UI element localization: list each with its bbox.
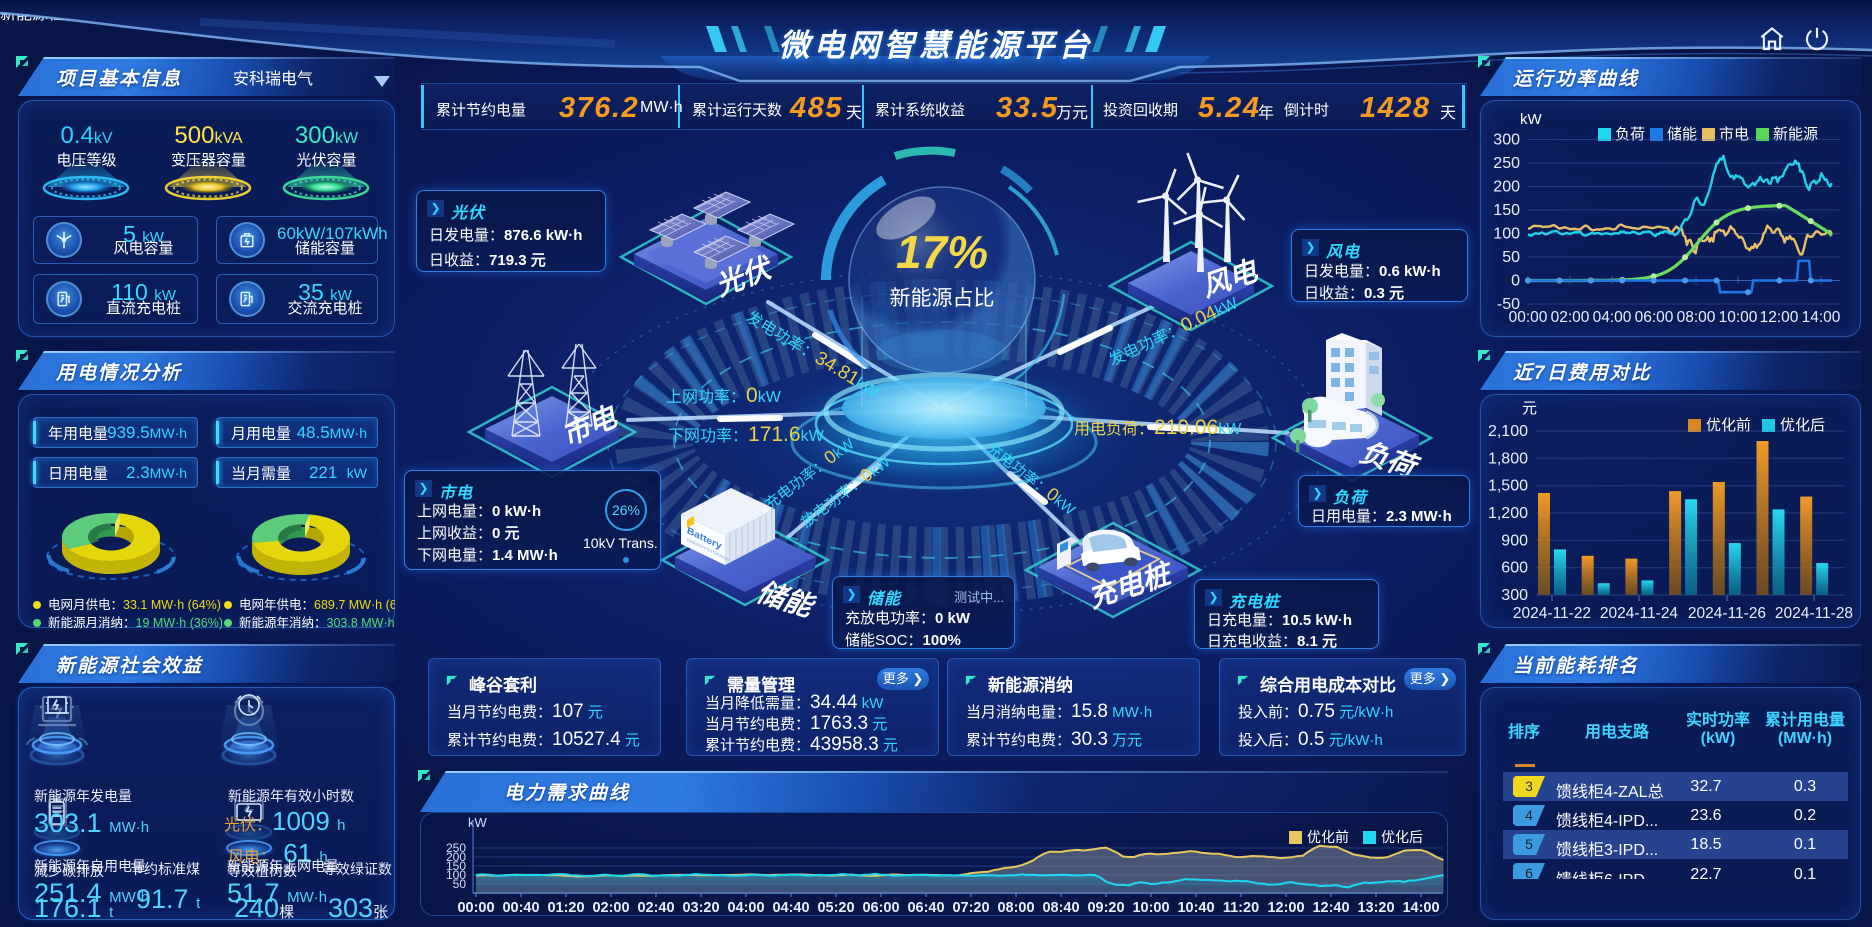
svg-text:06:00: 06:00: [862, 900, 899, 916]
svg-text:04:00: 04:00: [727, 900, 764, 916]
svg-text:02:00: 02:00: [1551, 309, 1590, 326]
svg-text:00:40: 00:40: [502, 900, 539, 916]
svg-text:05:20: 05:20: [817, 900, 854, 916]
svg-text:kW: kW: [468, 815, 488, 830]
svg-text:300: 300: [1493, 132, 1520, 149]
svg-text:优化前: 优化前: [1307, 829, 1349, 845]
svg-text:04:00: 04:00: [1593, 309, 1632, 326]
svg-text:1,800: 1,800: [1488, 450, 1528, 467]
svg-text:12:00: 12:00: [1760, 309, 1799, 326]
svg-text:2,100: 2,100: [1488, 423, 1528, 440]
svg-text:02:00: 02:00: [592, 900, 629, 916]
svg-text:10:40: 10:40: [1177, 900, 1214, 916]
svg-text:kW: kW: [1520, 111, 1543, 128]
svg-text:02:40: 02:40: [637, 900, 674, 916]
svg-text:优化前: 优化前: [1706, 417, 1751, 434]
svg-text:用电负荷：210.06kW: 用电负荷：210.06kW: [1074, 416, 1242, 439]
svg-text:11:20: 11:20: [1223, 900, 1259, 916]
svg-text:150: 150: [1493, 202, 1520, 219]
svg-text:600: 600: [1501, 560, 1528, 577]
svg-text:10:00: 10:00: [1719, 309, 1758, 326]
svg-text:200: 200: [1493, 179, 1520, 196]
svg-text:储能: 储能: [1667, 126, 1697, 143]
svg-text:06:40: 06:40: [907, 900, 944, 916]
svg-text:负荷: 负荷: [1615, 126, 1645, 143]
svg-text:元: 元: [1522, 400, 1537, 417]
svg-text:06:00: 06:00: [1635, 309, 1674, 326]
svg-text:2024-11-24: 2024-11-24: [1600, 605, 1679, 622]
svg-text:1,200: 1,200: [1488, 505, 1528, 522]
svg-text:0: 0: [1511, 273, 1520, 290]
svg-text:-50: -50: [1497, 296, 1520, 313]
svg-text:12:40: 12:40: [1312, 900, 1349, 916]
svg-text:10:00: 10:00: [1132, 900, 1169, 916]
svg-text:50: 50: [1502, 249, 1520, 266]
svg-text:250: 250: [1493, 155, 1520, 172]
svg-text:2024-11-22: 2024-11-22: [1513, 605, 1591, 622]
svg-text:03:20: 03:20: [682, 900, 719, 916]
svg-text:50: 50: [453, 877, 467, 891]
svg-text:下网功率：171.6kW: 下网功率：171.6kW: [668, 423, 825, 446]
svg-text:17%: 17%: [896, 226, 988, 278]
svg-text:00:00: 00:00: [457, 900, 494, 916]
svg-text:1,500: 1,500: [1488, 478, 1528, 495]
svg-text:13:20: 13:20: [1357, 900, 1394, 916]
svg-text:150: 150: [446, 859, 466, 873]
svg-text:07:20: 07:20: [952, 900, 989, 916]
svg-text:08:40: 08:40: [1042, 900, 1079, 916]
svg-text:300: 300: [1501, 587, 1528, 604]
svg-text:250: 250: [446, 841, 466, 855]
svg-text:100: 100: [1493, 226, 1520, 243]
svg-text:04:40: 04:40: [772, 900, 809, 916]
svg-text:上网功率：0kW: 上网功率：0kW: [666, 384, 782, 407]
svg-text:2024-11-26: 2024-11-26: [1688, 605, 1766, 622]
svg-text:00:00: 00:00: [1509, 309, 1548, 326]
svg-text:09:20: 09:20: [1087, 900, 1124, 916]
svg-text:900: 900: [1501, 532, 1528, 549]
svg-text:优化后: 优化后: [1381, 829, 1423, 845]
svg-text:08:00: 08:00: [1677, 309, 1716, 326]
svg-text:100: 100: [446, 868, 466, 882]
svg-text:新能源占比: 新能源占比: [890, 287, 995, 310]
svg-text:新能源: 新能源: [1773, 126, 1818, 143]
svg-text:12:00: 12:00: [1267, 900, 1304, 916]
svg-text:2024-11-28: 2024-11-28: [1775, 605, 1853, 622]
svg-text:市电: 市电: [1719, 126, 1749, 143]
svg-text:14:00: 14:00: [1802, 309, 1841, 326]
svg-text:01:20: 01:20: [547, 900, 584, 916]
svg-text:08:00: 08:00: [997, 900, 1034, 916]
svg-text:14:00: 14:00: [1402, 900, 1439, 916]
svg-text:200: 200: [446, 850, 466, 864]
svg-text:优化后: 优化后: [1780, 417, 1825, 434]
